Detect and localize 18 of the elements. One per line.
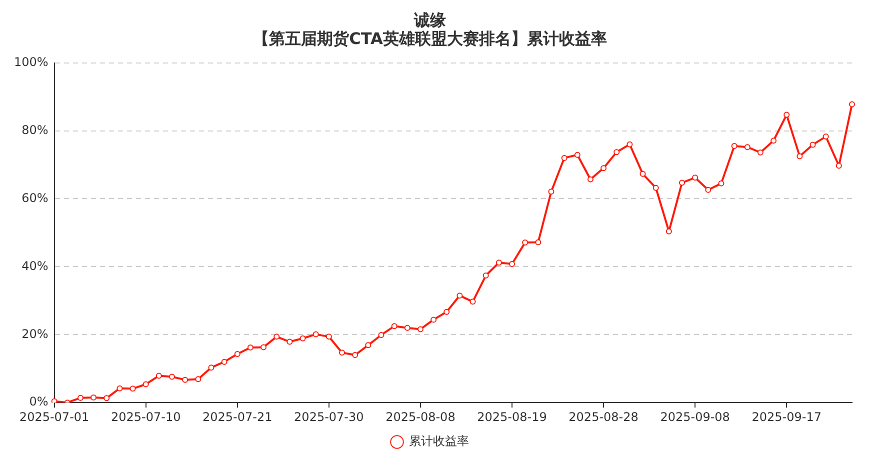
x-tick-label: 2025-08-19	[477, 410, 547, 424]
x-tick-label: 2025-07-01	[19, 410, 90, 424]
x-tick-label: 2025-09-08	[660, 410, 730, 424]
legend-label: 累计收益率	[409, 434, 469, 448]
x-tick-label: 2025-08-28	[568, 410, 638, 424]
chart-subtitle: 【第五届期货CTA英雄联盟大赛排名】累计收益率	[253, 28, 607, 48]
chart-title: 诚缘	[413, 10, 446, 30]
y-tick-label: 100%	[14, 54, 48, 69]
x-tick-label: 2025-07-30	[294, 410, 364, 424]
x-tick-label: 2025-07-10	[110, 410, 181, 424]
y-tick-label: 60%	[22, 190, 48, 205]
y-tick-label: 40%	[22, 258, 48, 273]
x-tick-label: 2025-07-21	[202, 410, 272, 424]
y-tick-label: 20%	[22, 326, 48, 341]
y-tick-label: 80%	[22, 122, 48, 137]
x-tick-label: 2025-09-17	[752, 410, 822, 424]
x-tick-label: 2025-08-08	[386, 410, 456, 424]
y-tick-label: 0%	[29, 394, 48, 409]
